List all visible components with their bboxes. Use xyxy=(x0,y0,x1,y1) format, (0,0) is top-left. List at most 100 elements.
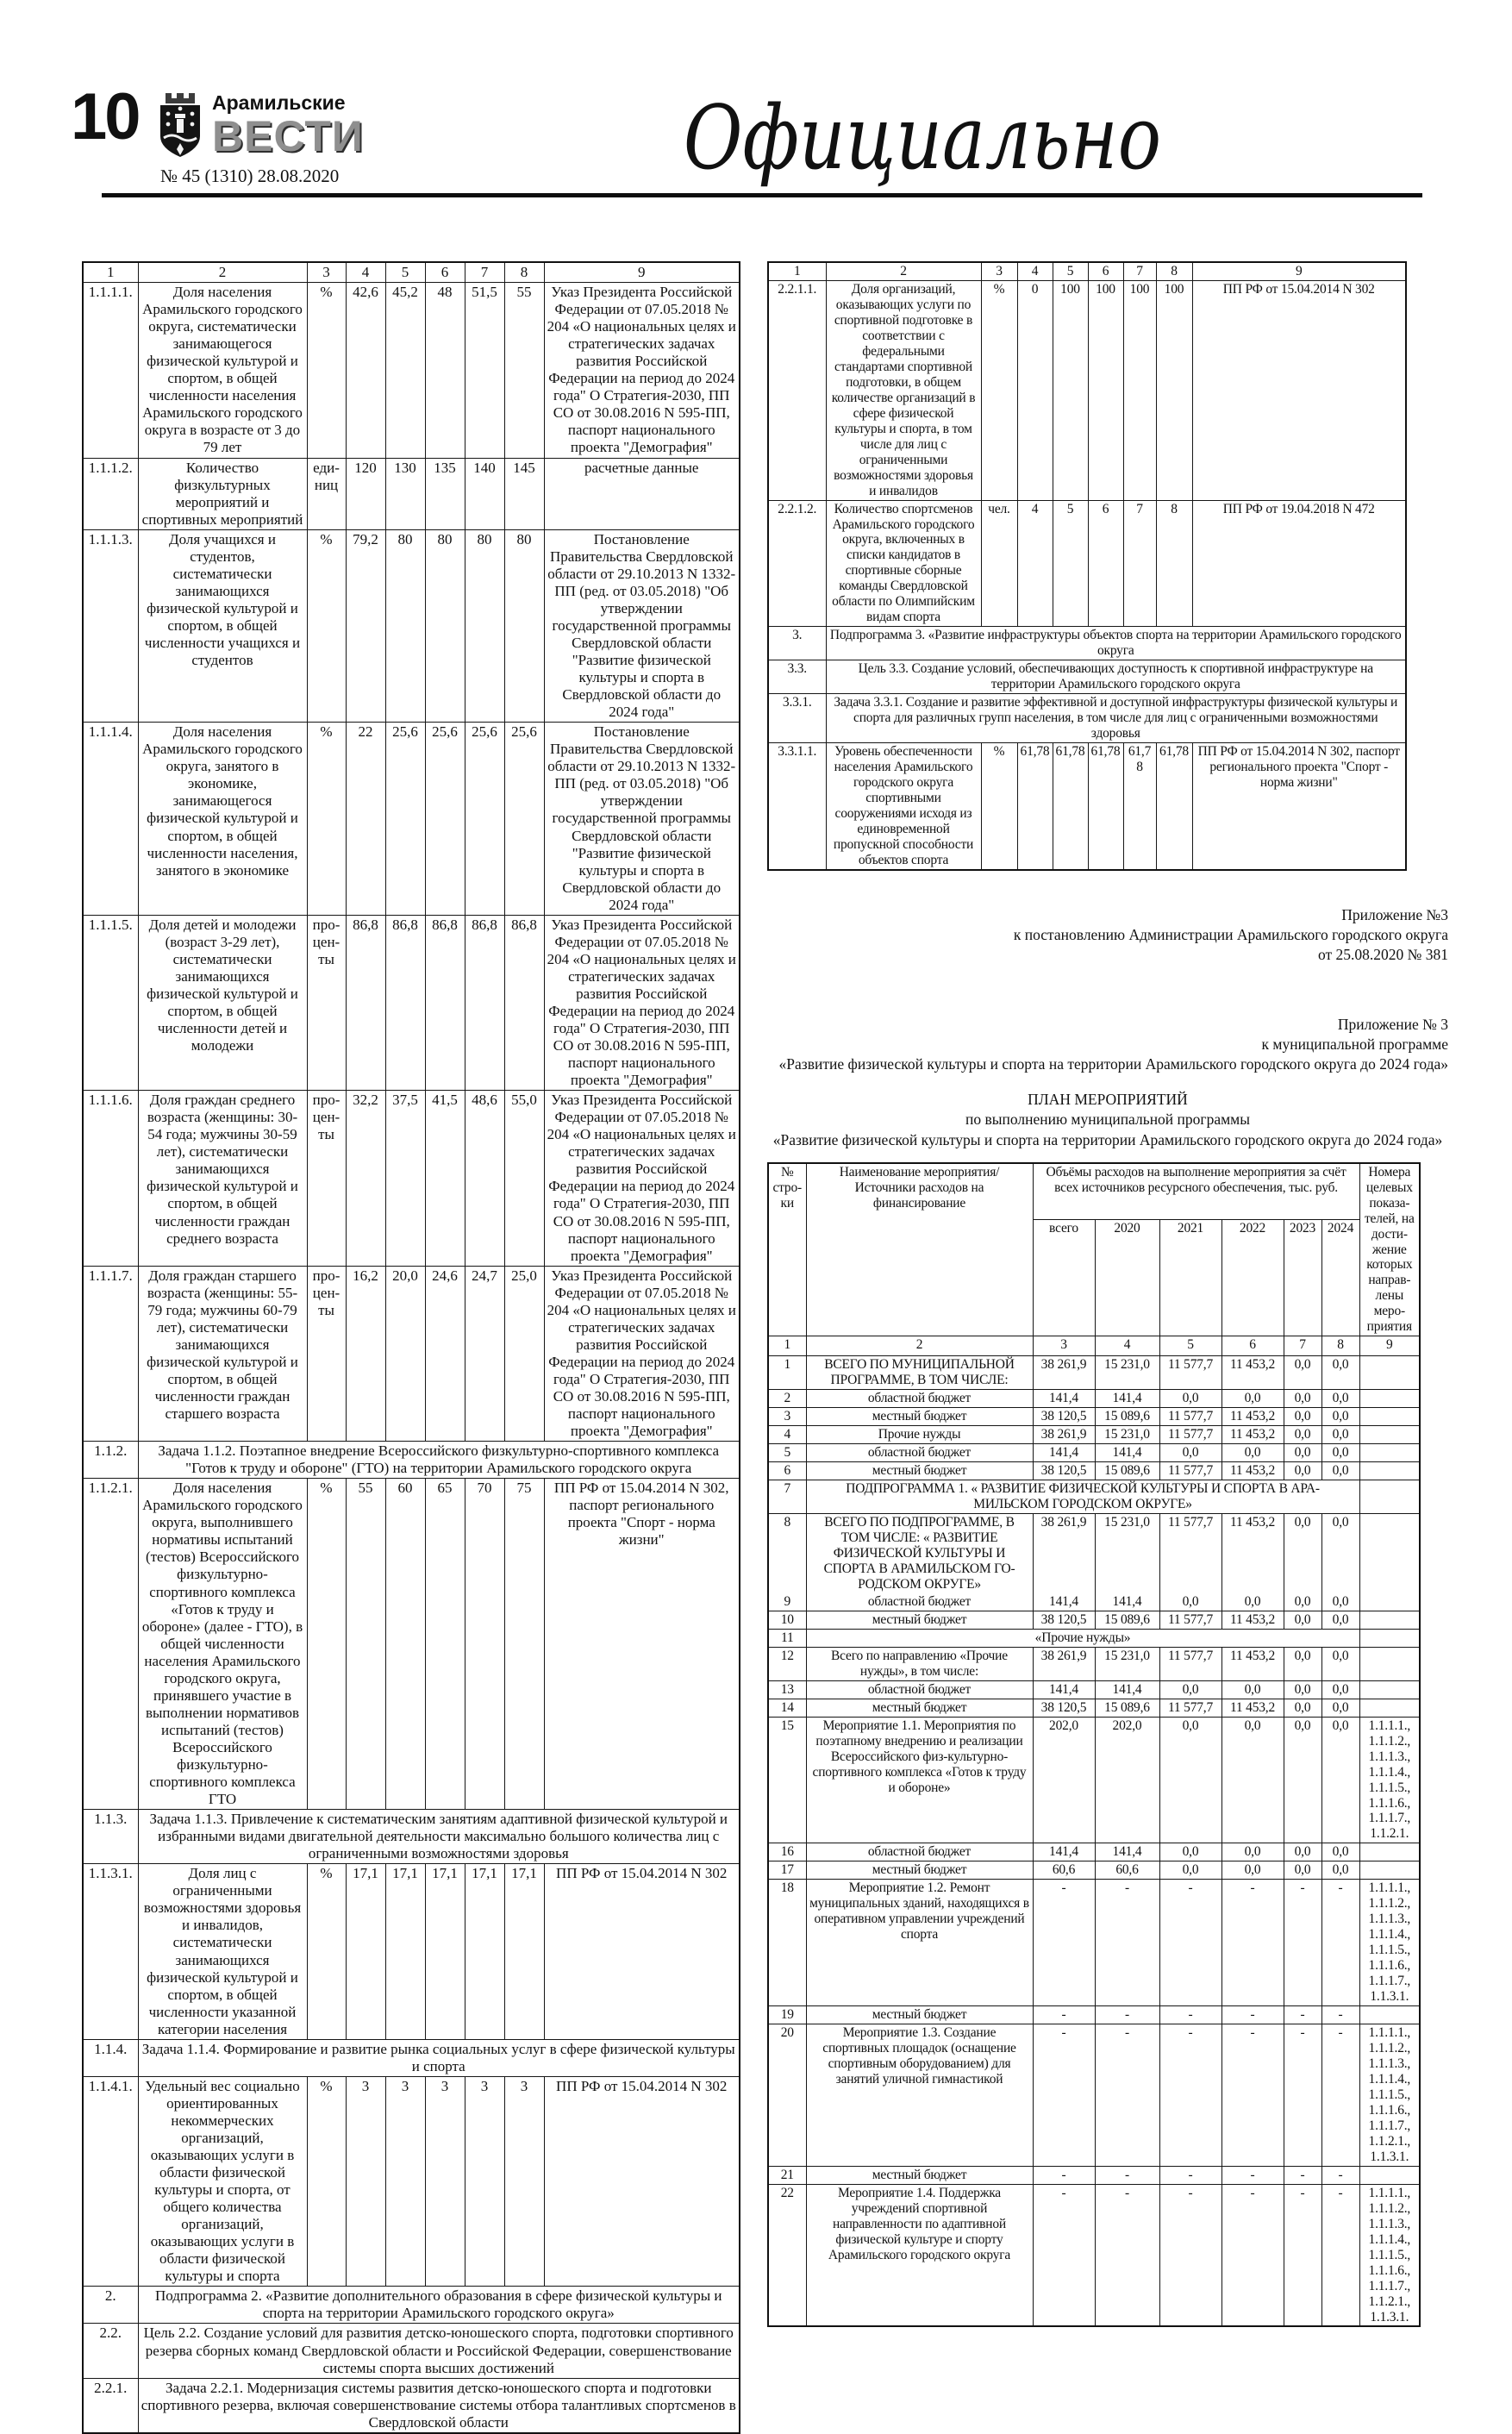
table-cell: 0,0 xyxy=(1221,1861,1284,1880)
table-cell xyxy=(1359,1861,1421,1880)
table-cell: 4 xyxy=(1016,499,1053,628)
table-cell: - xyxy=(1321,2024,1360,2167)
table-row: 1.1.1.3. Доля учащихся и студентов, систе… xyxy=(82,529,740,723)
table-cell: 60,6 xyxy=(1094,1861,1160,1880)
table-cell: 32,2 xyxy=(345,1090,386,1267)
table-cell: 17,1 xyxy=(424,1863,465,2040)
table-cell: 38 120,5 xyxy=(1032,1407,1096,1427)
table-cell: 4 xyxy=(767,1425,807,1445)
table-cell: № стро-ки xyxy=(767,1162,807,1337)
table-cell: % xyxy=(306,282,347,459)
table-cell: 2 xyxy=(825,261,982,281)
text-line: ПЛАН МЕРОПРИЯТИЙ xyxy=(1028,1091,1188,1109)
table-cell: 25,0 xyxy=(503,1265,545,1442)
table-cell: областной бюджет xyxy=(805,1680,1034,1699)
table-cell: 3 xyxy=(384,2075,426,2287)
table-cell: % xyxy=(306,1478,347,1811)
table-cell: 38 261,9 xyxy=(1032,1355,1096,1391)
table-cell: 140 xyxy=(464,457,505,530)
table-row: 6 местный бюджет 38 120,5 15 089,6 11 577,7 1… xyxy=(767,1461,1421,1481)
table-cell: 20 xyxy=(767,2024,807,2167)
table-cell: местный бюджет xyxy=(805,1861,1034,1880)
table-cell: ПОДПРОГРАММА 1. « РАЗВИТИЕ ФИЗИЧЕСКОЙ КУ… xyxy=(805,1480,1360,1515)
table-cell: 41,5 xyxy=(424,1090,465,1267)
table-cell: 11 xyxy=(767,1628,807,1648)
coat-of-arms-icon xyxy=(160,93,200,157)
table-cell: 17,1 xyxy=(384,1863,426,2040)
table-cell: 38 261,9 xyxy=(1032,1513,1096,1593)
table-cell: Указ Президента Российской Федерации от … xyxy=(543,1265,740,1442)
table-cell: 0,0 xyxy=(1283,1425,1322,1445)
newspaper-page: { "page": { "number": "10", "masthead_to… xyxy=(71,84,1448,2434)
table-cell: 141,4 xyxy=(1032,1843,1096,1862)
table-cell xyxy=(1359,1480,1421,1515)
table-cell: 0,0 xyxy=(1159,1843,1222,1862)
table-cell: Количество физкультурных мероприятий и с… xyxy=(137,457,308,530)
table-cell: Удельный вес социально ориентированных н… xyxy=(137,2075,308,2287)
table-cell: 4 xyxy=(345,261,386,284)
table-cell: 5 xyxy=(384,261,426,284)
table-cell: 0,0 xyxy=(1159,1716,1222,1844)
table-cell: 6 xyxy=(1087,499,1124,628)
table-cell: - xyxy=(1283,2165,1322,2185)
table-cell: 120 xyxy=(345,457,386,530)
table-cell xyxy=(1359,1646,1421,1681)
table-cell: 22 xyxy=(767,2183,807,2327)
table-cell: - xyxy=(1321,1879,1360,2007)
table-cell: 15 231,0 xyxy=(1094,1646,1160,1681)
table-cell: 7 xyxy=(1122,499,1157,628)
table-cell: 38 120,5 xyxy=(1032,1610,1096,1630)
table-cell: 2022 xyxy=(1221,1219,1284,1337)
table-cell: 2.2.1.2. xyxy=(767,499,827,628)
table-row: 2.2.1.2. Количество спортсменов Арамильск… xyxy=(767,499,1407,628)
table-cell: Доля граждан среднего возраста (женщины:… xyxy=(137,1090,308,1267)
table-cell: про-цен-ты xyxy=(306,1090,347,1267)
table-cell: 3 xyxy=(424,2075,465,2287)
table-cell: Доля организаций, оказывающих услуги по … xyxy=(825,279,982,501)
table-cell: Постановление Правительства Свердловской… xyxy=(543,529,740,723)
table-cell: 65 xyxy=(424,1478,465,1811)
table-cell: 1 xyxy=(767,1355,807,1391)
table-cell: Задача 2.2.1. Модернизация системы разви… xyxy=(137,2377,740,2434)
table-cell xyxy=(1359,2165,1421,2185)
table-cell: 8 xyxy=(767,1513,807,1593)
table-cell xyxy=(1359,1698,1421,1718)
table-cell: 3.3. xyxy=(767,660,827,695)
table-cell: ПП РФ от 15.04.2014 N 302 xyxy=(543,2075,740,2287)
table-cell: 135 xyxy=(424,457,465,530)
table-row: 2.2.1. Задача 2.2.1. Модернизация системы… xyxy=(82,2377,740,2434)
table-cell: 202,0 xyxy=(1032,1716,1096,1844)
table-cell: ПП РФ от 15.04.2014 N 302, паспорт регио… xyxy=(1191,742,1407,871)
table-cell: 8 xyxy=(1321,1336,1360,1357)
table-cell: 0,0 xyxy=(1283,1843,1322,1862)
text-line: к постановлению Администрации Арамильско… xyxy=(1013,925,1448,943)
table-cell: «Прочие нужды» xyxy=(805,1628,1360,1648)
table-cell: Всего по направлению «Прочие нужды», в т… xyxy=(805,1646,1034,1681)
table-row: 3.3.1. Задача 3.3.1. Создание и развитие … xyxy=(767,693,1407,744)
table-cell: Цель 3.3. Создание условий, обеспечивающ… xyxy=(825,660,1407,695)
table-cell: Уровень обеспеченности населения Арамиль… xyxy=(825,742,982,871)
table-cell: 2.2. xyxy=(82,2323,139,2379)
table-row: 2.2.1.1. Доля организаций, оказывающих ус… xyxy=(767,279,1407,501)
table-cell: 0,0 xyxy=(1159,1680,1222,1699)
table-cell xyxy=(1359,1610,1421,1630)
table-cell: 1.1.1.3. xyxy=(82,529,139,723)
table-cell: 1.1.1.1., 1.1.1.2., 1.1.1.3., 1.1.1.4., … xyxy=(1359,2024,1421,2167)
table-cell: 6 xyxy=(767,1461,807,1481)
table-cell xyxy=(1359,1407,1421,1427)
table-row: 16 областной бюджет 141,4 141,4 0,0 0,0 0,0 0,0 xyxy=(767,1843,1421,1862)
table-cell: 100 xyxy=(1155,279,1193,501)
table-cell: 60 xyxy=(384,1478,426,1811)
text-line: «Развитие физической культуры и спорта н… xyxy=(778,1055,1448,1073)
table-cell: 141,4 xyxy=(1094,1592,1160,1611)
table-cell: местный бюджет xyxy=(805,1610,1034,1630)
table-cell: Задача 1.1.3. Привлечение к систематичес… xyxy=(137,1809,740,1865)
table-cell: Подпрограмма 3. «Развитие инфраструктуры… xyxy=(825,626,1407,661)
table-cell: 0,0 xyxy=(1283,1461,1322,1481)
table-cell: 0,0 xyxy=(1283,1592,1322,1611)
table-cell: 48,6 xyxy=(464,1090,505,1267)
table-cell: 1.1.2. xyxy=(82,1441,139,1480)
table-cell: 20,0 xyxy=(384,1265,426,1442)
table-cell: % xyxy=(306,1863,347,2040)
